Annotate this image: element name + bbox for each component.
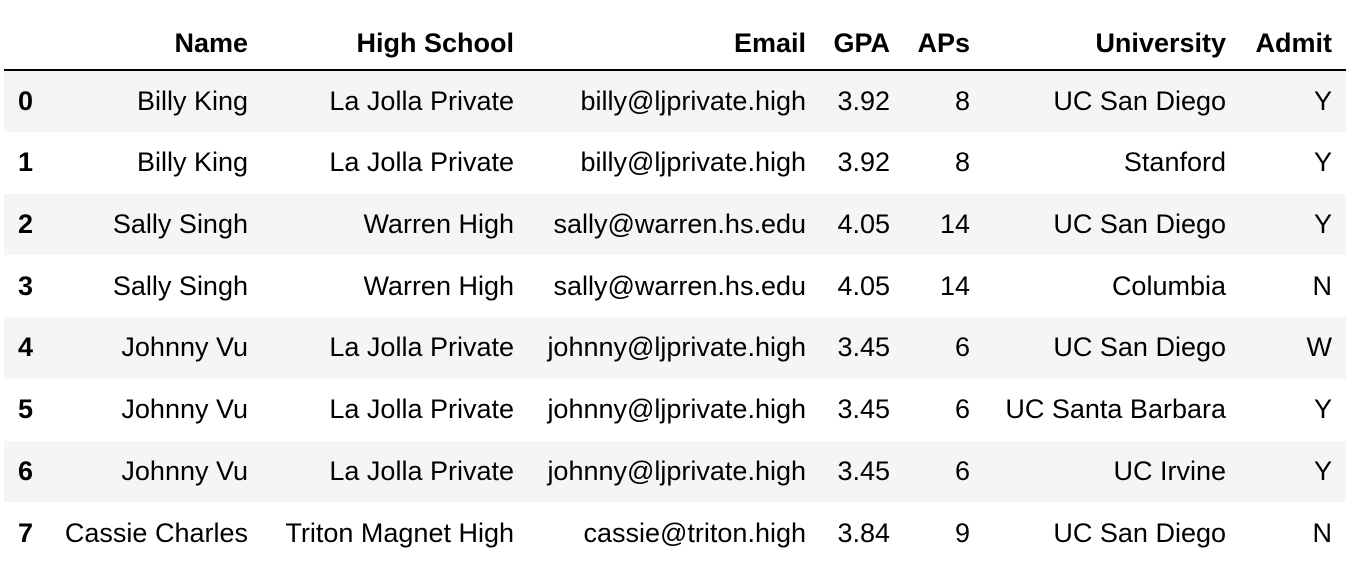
- cell-high-school: Triton Magnet High: [285, 517, 514, 548]
- cell-gpa: 4.05: [837, 270, 890, 301]
- cell-name: Cassie Charles: [64, 517, 248, 548]
- column-header-admit: Admit: [1240, 0, 1346, 71]
- cell-high-school: Warren High: [363, 270, 514, 301]
- cell-university: UC San Diego: [1053, 517, 1226, 548]
- header-row: Name High School Email GPA APs Universit…: [4, 0, 1346, 71]
- cell-email: sally@warren.hs.edu: [553, 270, 806, 301]
- cell-gpa: 3.45: [837, 332, 890, 363]
- cell-gpa: 3.84: [837, 517, 890, 548]
- cell-email: johnny@ljprivate.high: [547, 394, 806, 425]
- cell-name: Johnny Vu: [121, 394, 248, 425]
- cell-email: sally@warren.hs.edu: [553, 208, 806, 239]
- table-row: 4 Johnny Vu La Jolla Private johnny@ljpriva…: [4, 317, 1346, 379]
- table-row: 7 Cassie Charles Triton Magnet High cassie@…: [4, 502, 1346, 564]
- column-header-name: Name: [46, 0, 262, 71]
- column-header-university: University: [984, 0, 1240, 71]
- cell-admit: N: [1312, 517, 1333, 548]
- cell-name: Johnny Vu: [121, 455, 248, 486]
- row-index: 1: [18, 147, 34, 178]
- cell-email: billy@ljprivate.high: [580, 147, 806, 178]
- cell-high-school: La Jolla Private: [329, 147, 514, 178]
- cell-aps: 6: [954, 332, 970, 363]
- cell-gpa: 4.05: [837, 208, 890, 239]
- cell-name: Sally Singh: [112, 208, 248, 239]
- cell-university: UC San Diego: [1053, 208, 1226, 239]
- cell-admit: Y: [1313, 455, 1332, 486]
- cell-high-school: La Jolla Private: [329, 332, 514, 363]
- cell-aps: 8: [954, 147, 970, 178]
- cell-name: Johnny Vu: [121, 332, 248, 363]
- table-row: 3 Sally Singh Warren High sally@warren.hs.e…: [4, 255, 1346, 317]
- row-index: 5: [18, 394, 34, 425]
- cell-admit: N: [1312, 270, 1333, 301]
- cell-email: johnny@ljprivate.high: [547, 455, 806, 486]
- row-index: 3: [18, 270, 34, 301]
- cell-aps: 6: [954, 394, 970, 425]
- cell-gpa: 3.92: [837, 85, 890, 116]
- cell-high-school: La Jolla Private: [329, 85, 514, 116]
- table-row: 1 Billy King La Jolla Private billy@ljpriva…: [4, 131, 1346, 194]
- column-header-aps: APs: [904, 0, 984, 71]
- cell-university: UC San Diego: [1053, 85, 1226, 116]
- cell-email: johnny@ljprivate.high: [547, 332, 806, 363]
- column-header-gpa: GPA: [820, 0, 904, 71]
- table-row: 2 Sally Singh Warren High sally@warren.hs.e…: [4, 193, 1346, 256]
- table-row: 5 Johnny Vu La Jolla Private johnny@ljpriva…: [4, 378, 1346, 441]
- row-index: 6: [18, 455, 34, 486]
- cell-university: UC Santa Barbara: [1005, 394, 1226, 425]
- row-index: 4: [18, 332, 34, 363]
- cell-university: Stanford: [1123, 147, 1226, 178]
- cell-email: cassie@triton.high: [583, 517, 806, 548]
- row-index: 0: [18, 85, 34, 116]
- cell-high-school: La Jolla Private: [329, 455, 514, 486]
- cell-aps: 14: [939, 208, 970, 239]
- cell-gpa: 3.45: [837, 394, 890, 425]
- cell-aps: 9: [954, 517, 970, 548]
- cell-email: billy@ljprivate.high: [580, 85, 806, 116]
- cell-aps: 8: [954, 85, 970, 116]
- cell-admit: W: [1306, 332, 1332, 363]
- row-index: 7: [18, 517, 34, 548]
- row-index: 2: [18, 208, 34, 239]
- cell-gpa: 3.92: [837, 147, 890, 178]
- cell-university: Columbia: [1111, 270, 1226, 301]
- cell-university: UC Irvine: [1113, 455, 1226, 486]
- column-header-email: Email: [528, 0, 820, 71]
- table-row: 6 Johnny Vu La Jolla Private johnny@ljpriva…: [4, 440, 1346, 503]
- cell-name: Billy King: [136, 85, 248, 116]
- cell-university: UC San Diego: [1053, 332, 1226, 363]
- cell-high-school: La Jolla Private: [329, 394, 514, 425]
- cell-high-school: Warren High: [363, 208, 514, 239]
- cell-admit: Y: [1313, 394, 1332, 425]
- table-header: Name High School Email GPA APs Universit…: [4, 0, 1346, 71]
- cell-name: Sally Singh: [112, 270, 248, 301]
- table-body: 0 Billy King La Jolla Private billy@ljpriva…: [4, 70, 1346, 564]
- table-row: 0 Billy King La Jolla Private billy@ljpriva…: [4, 70, 1346, 132]
- cell-admit: Y: [1313, 85, 1332, 116]
- cell-aps: 14: [939, 270, 970, 301]
- cell-admit: Y: [1313, 147, 1332, 178]
- cell-aps: 6: [954, 455, 970, 486]
- index-column-header: [4, 0, 46, 71]
- column-header-high-school: High School: [262, 0, 528, 71]
- cell-gpa: 3.45: [837, 455, 890, 486]
- cell-name: Billy King: [136, 147, 248, 178]
- cell-admit: Y: [1313, 208, 1332, 239]
- dataframe-table: Name High School Email GPA APs Universit…: [4, 0, 1346, 564]
